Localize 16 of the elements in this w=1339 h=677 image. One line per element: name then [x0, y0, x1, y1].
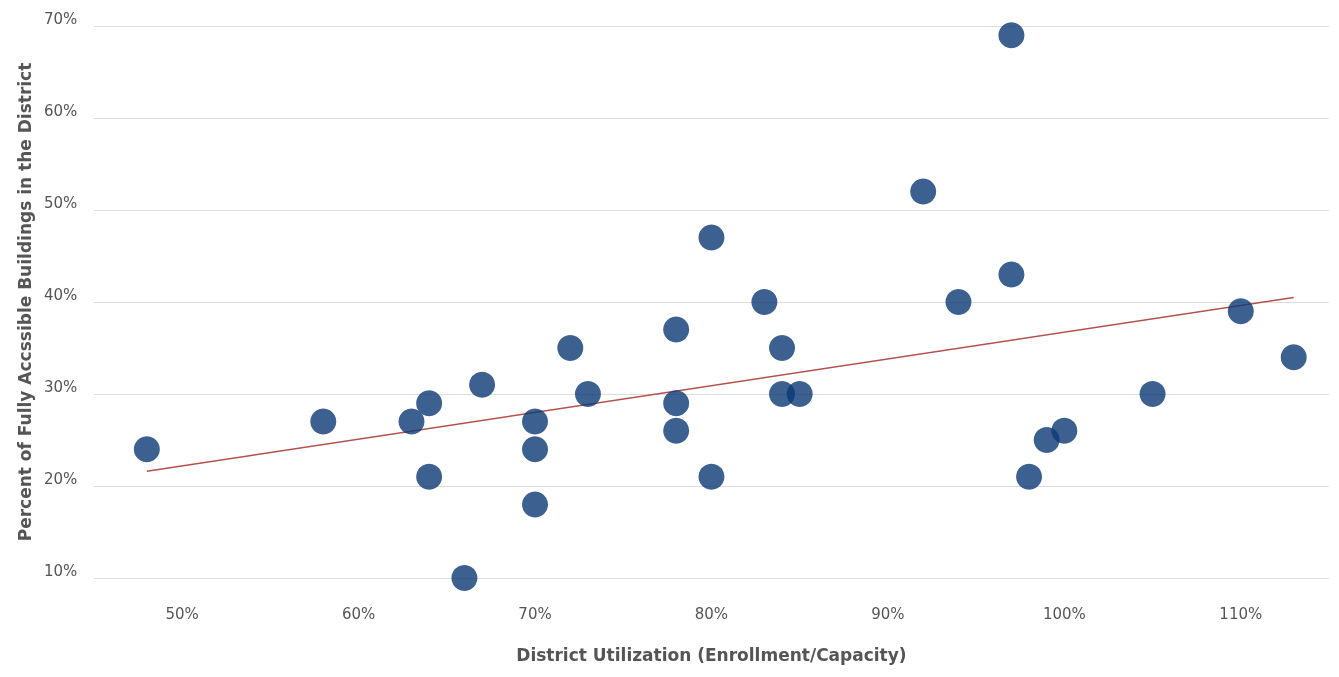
x-tick-label: 90% — [871, 604, 905, 623]
y-tick-label: 30% — [43, 377, 78, 396]
x-tick-label: 100% — [1042, 604, 1086, 623]
x-axis-title: District Utilization (Enrollment/Capacity) — [516, 644, 907, 665]
y-tick-label: 60% — [43, 101, 78, 120]
y-tick-label: 50% — [43, 193, 78, 212]
y-tick-label: 10% — [43, 561, 78, 580]
x-tick-label: 110% — [1219, 604, 1263, 623]
x-tick-label: 70% — [518, 604, 552, 623]
x-tick-label: 80% — [694, 604, 729, 623]
y-tick-label: 20% — [43, 469, 78, 488]
y-tick-label: 70% — [43, 9, 78, 28]
y-tick-label: 40% — [43, 285, 78, 304]
x-tick-label: 50% — [165, 604, 199, 623]
x-tick-label: 60% — [341, 604, 376, 623]
y-axis-title: Percent of Fully Accssible Buildings in the District — [14, 62, 35, 542]
